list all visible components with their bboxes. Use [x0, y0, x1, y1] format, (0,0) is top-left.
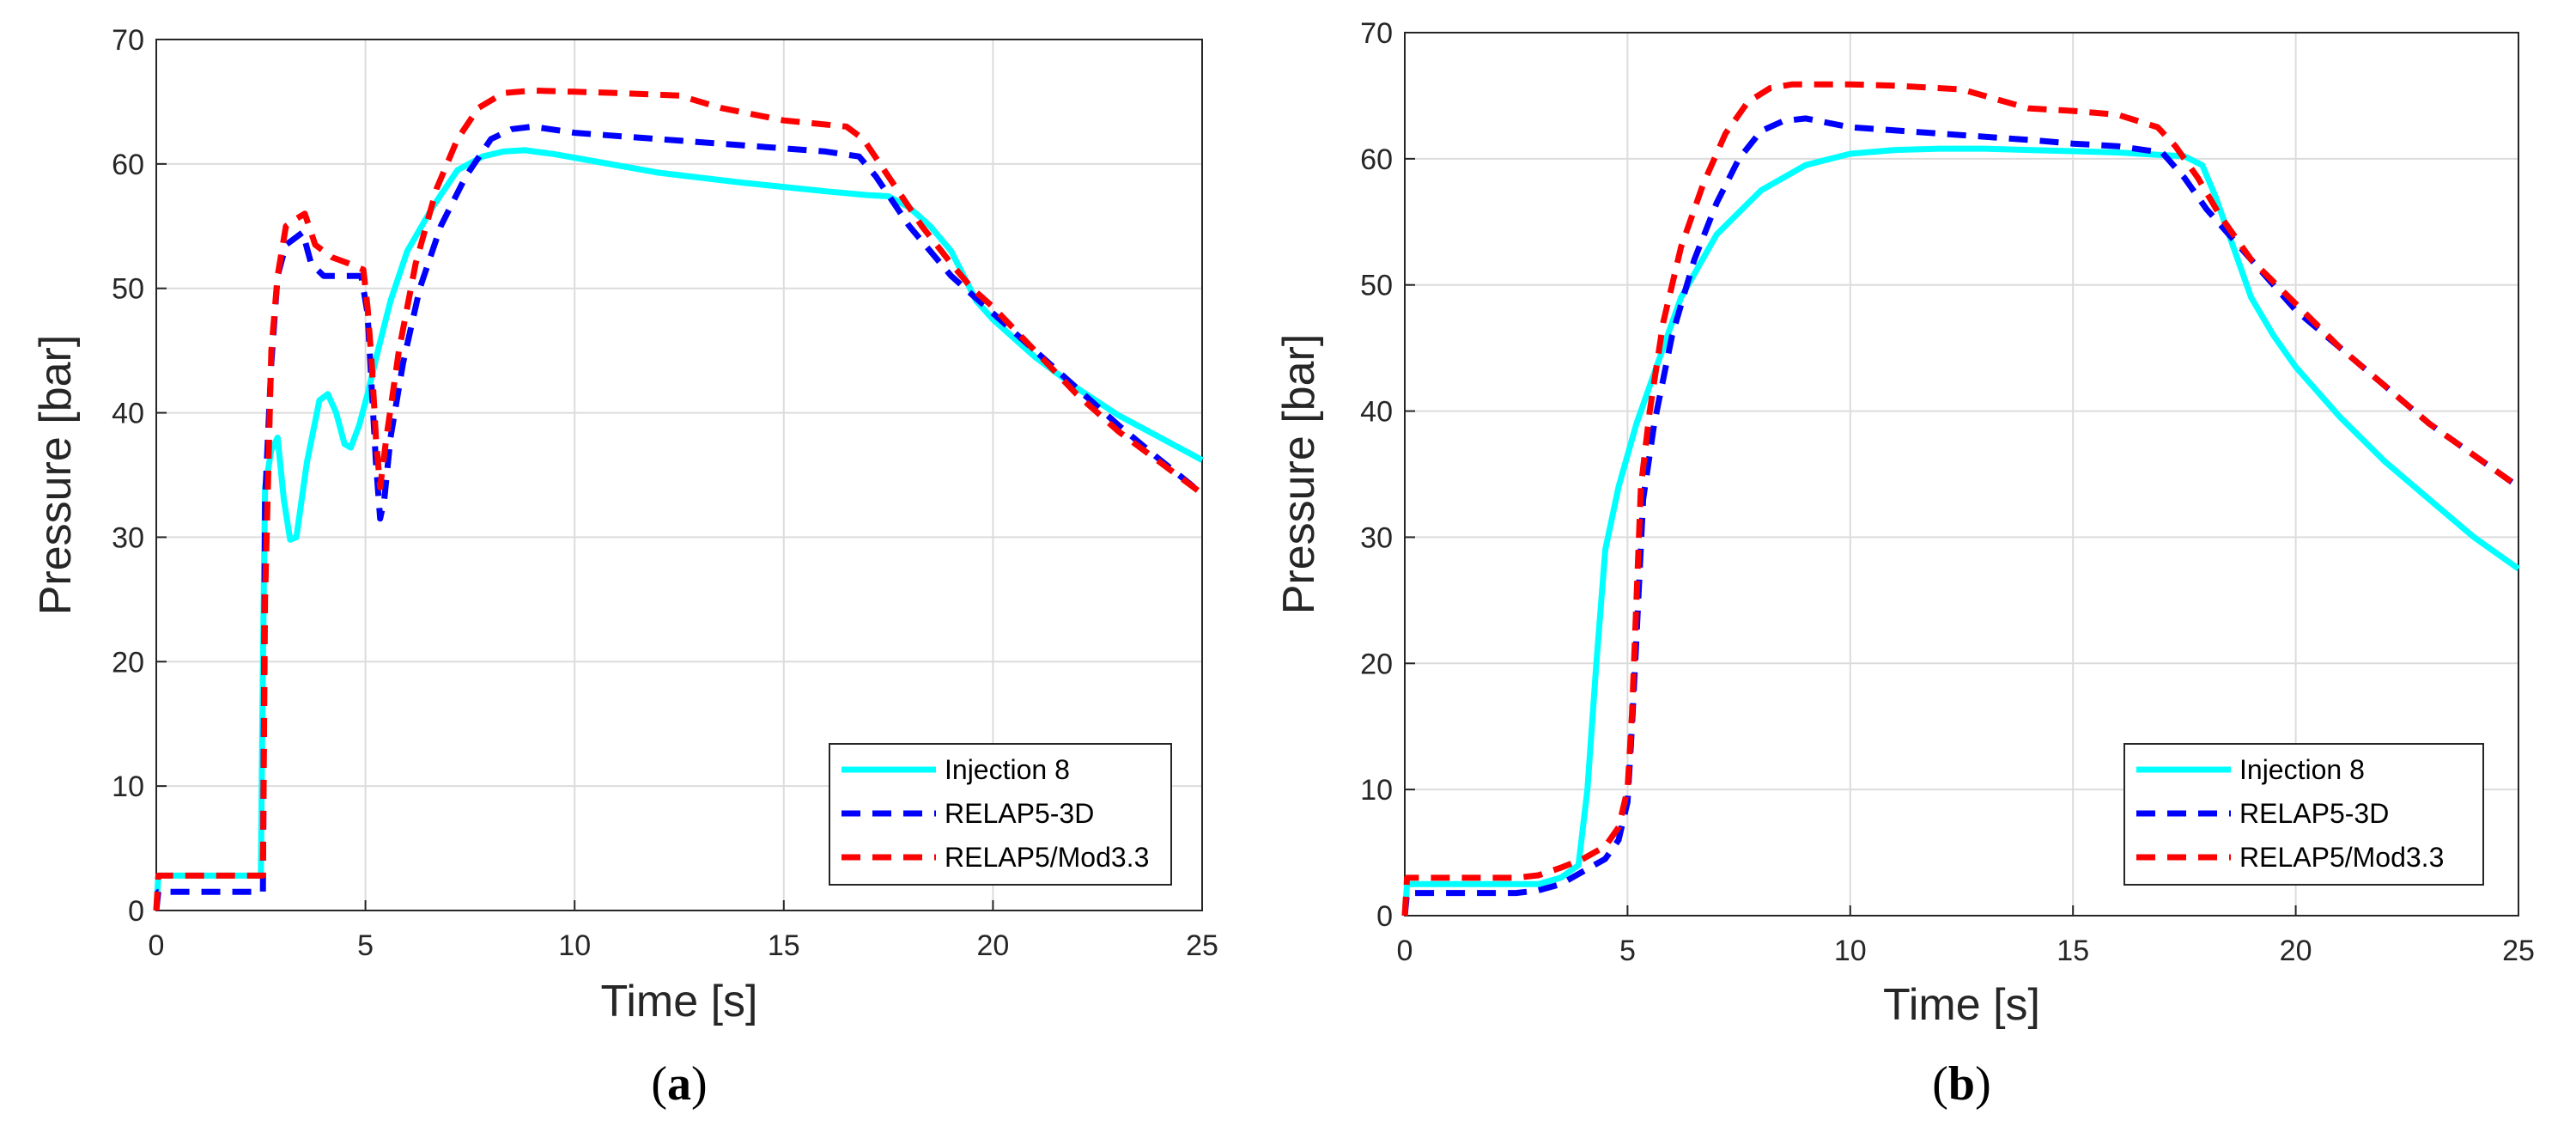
x-tick-label: 25: [1186, 929, 1218, 962]
legend-label: RELAP5-3D: [945, 798, 1094, 829]
chart-panel-a: 0 5 10 15 20 25 0 10 20 30 40 50 60 70 Time [s] Pressur…: [31, 24, 1218, 1111]
y-tick-label: 70: [1360, 17, 1393, 50]
legend-label: RELAP5/Mod3.3: [945, 842, 1149, 873]
caption-close-paren: ): [691, 1057, 708, 1111]
x-tick-label: 25: [2502, 935, 2535, 967]
y-tick-label: 10: [112, 770, 144, 803]
x-axis-label: Time [s]: [601, 977, 758, 1026]
y-tick-label: 10: [1360, 774, 1393, 807]
y-tick-label: 20: [1360, 648, 1393, 680]
caption-open-paren: (: [1932, 1057, 1948, 1111]
axes-box: [155, 39, 1203, 911]
y-tick-label: 50: [1360, 270, 1393, 302]
x-tick-label: 5: [357, 929, 374, 962]
y-axis-label: Pressure [bar]: [1274, 334, 1324, 615]
y-axis-label: Pressure [bar]: [31, 335, 81, 616]
legend-label: Injection 8: [945, 754, 1070, 785]
x-tick-label: 15: [2057, 935, 2089, 967]
y-tick-label: 0: [128, 895, 144, 928]
caption-letter: b: [1948, 1057, 1975, 1111]
y-tick-label: 20: [112, 646, 144, 679]
legend-label: RELAP5-3D: [2239, 798, 2389, 829]
y-tick-label: 70: [112, 24, 144, 57]
series-line-relap5-3d: [1401, 115, 2521, 917]
y-tick-label: 60: [1360, 143, 1393, 176]
x-axis-label: Time [s]: [1883, 980, 2040, 1030]
x-tick-label: 0: [1397, 935, 1413, 967]
caption-open-paren: (: [651, 1057, 667, 1111]
series-line-relap5-mod3-3: [1401, 81, 2521, 917]
x-tick-label: 15: [768, 929, 800, 962]
y-tick-label: 40: [1360, 396, 1393, 429]
y-tick-label: 40: [112, 398, 144, 430]
panel-caption: (b): [1932, 1057, 1990, 1111]
legend-label: Injection 8: [2239, 754, 2365, 785]
caption-close-paren: ): [1975, 1057, 1991, 1111]
x-tick-label: 20: [2280, 935, 2312, 967]
y-tick-label: 30: [112, 521, 144, 554]
x-tick-label: 20: [976, 929, 1009, 962]
y-tick-label: 0: [1376, 900, 1393, 933]
legend-label: RELAP5/Mod3.3: [2239, 842, 2444, 873]
y-tick-label: 30: [1360, 521, 1393, 554]
y-tick-label: 50: [112, 273, 144, 306]
series-line-relap5-3d: [153, 123, 1205, 911]
x-tick-label: 10: [558, 929, 591, 962]
panel-caption: (a): [651, 1057, 707, 1111]
caption-letter: a: [667, 1057, 691, 1111]
chart-panel-b: 0 5 10 15 20 25 0 10 20 30 40 50 60 70 Time [s] Pressur…: [1274, 17, 2535, 1111]
x-tick-label: 0: [149, 929, 165, 962]
y-tick-label: 60: [112, 149, 144, 181]
series-line-injection-8: [1401, 145, 2521, 917]
axes-box: [1404, 32, 2519, 917]
x-tick-label: 10: [1834, 935, 1867, 967]
x-tick-label: 5: [1619, 935, 1636, 967]
